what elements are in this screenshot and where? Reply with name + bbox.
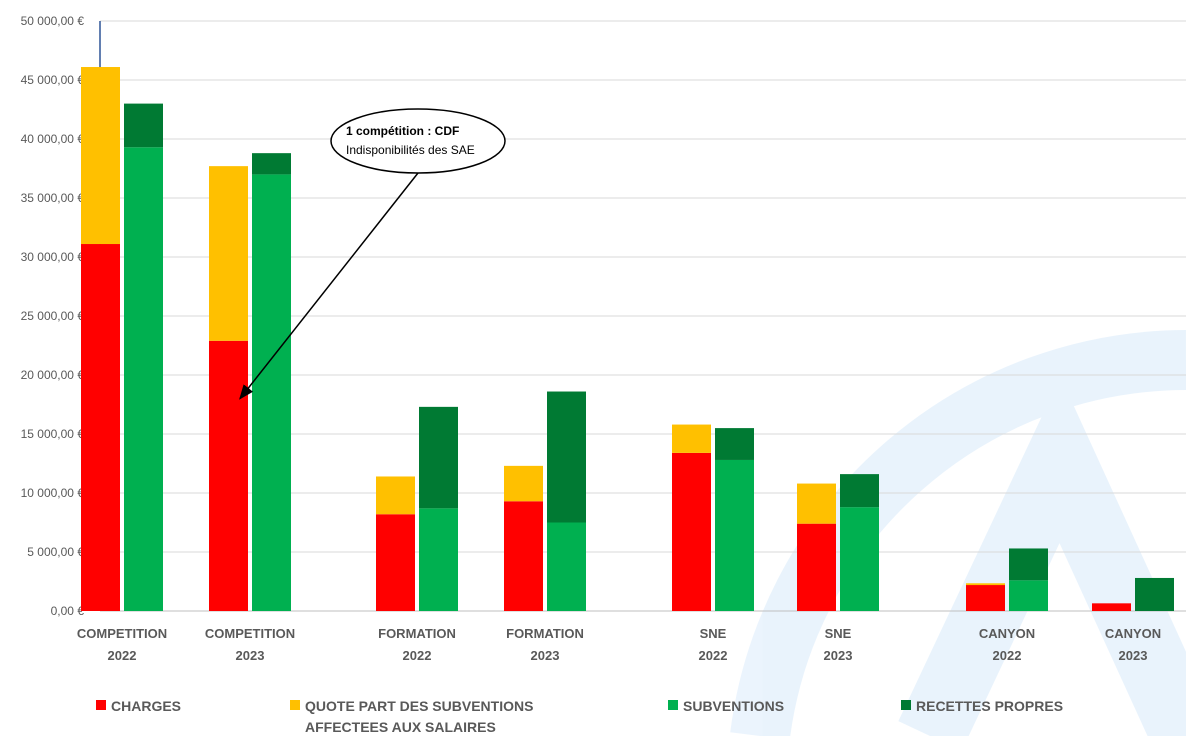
x-category-label: CANYON [979, 626, 1035, 641]
bar-segment-charges-0 [81, 244, 120, 611]
bar-segment-subventions-1 [252, 174, 291, 611]
bar-segment-quote-part-des-subventions-affectees-aux-salaires-0 [81, 67, 120, 244]
y-tick-label: 5 000,00 € [27, 545, 84, 559]
y-tick-label: 25 000,00 € [21, 309, 85, 323]
bar-segment-quote-part-des-subventions-affectees-aux-salaires-4 [672, 425, 711, 453]
legend-label: QUOTE PART DES SUBVENTIONS [305, 698, 533, 714]
bar-segment-quote-part-des-subventions-affectees-aux-salaires-5 [797, 484, 836, 524]
legend-swatch [290, 700, 300, 710]
x-category-label: 2023 [531, 648, 560, 663]
legend-swatch [668, 700, 678, 710]
legend-label: CHARGES [111, 698, 181, 714]
y-tick-label: 40 000,00 € [21, 132, 85, 146]
legend-swatch [96, 700, 106, 710]
bar-segment-recettes-propres-7 [1135, 578, 1174, 611]
x-category-label: COMPETITION [205, 626, 295, 641]
y-tick-label: 45 000,00 € [21, 73, 85, 87]
bar-segment-quote-part-des-subventions-affectees-aux-salaires-1 [209, 166, 248, 341]
bar-segment-recettes-propres-2 [419, 407, 458, 508]
y-tick-label: 20 000,00 € [21, 368, 85, 382]
x-category-label: 2022 [699, 648, 728, 663]
legend-label: AFFECTEES AUX SALAIRES [305, 719, 496, 735]
bar-segment-charges-1 [209, 341, 248, 611]
bar-segment-quote-part-des-subventions-affectees-aux-salaires-6 [966, 583, 1005, 585]
x-category-label: 2022 [108, 648, 137, 663]
legend-swatch [901, 700, 911, 710]
x-category-label: SNE [700, 626, 727, 641]
bar-segment-charges-3 [504, 501, 543, 611]
bar-segment-recettes-propres-4 [715, 428, 754, 460]
bar-segment-subventions-5 [840, 507, 879, 611]
y-tick-label: 15 000,00 € [21, 427, 85, 441]
bar-segment-subventions-3 [547, 523, 586, 612]
callout-bubble [331, 109, 505, 173]
x-category-label: 2022 [403, 648, 432, 663]
callout-text: Indisponibilités des SAE [346, 143, 475, 157]
bar-segment-subventions-0 [124, 147, 163, 611]
x-category-label: 2023 [824, 648, 853, 663]
y-tick-label: 50 000,00 € [21, 14, 85, 28]
bar-segment-recettes-propres-6 [1009, 548, 1048, 580]
x-category-label: COMPETITION [77, 626, 167, 641]
bar-segment-charges-7 [1092, 603, 1131, 611]
x-category-label: 2023 [1119, 648, 1148, 663]
bar-segment-recettes-propres-3 [547, 392, 586, 523]
y-tick-label: 10 000,00 € [21, 486, 85, 500]
bar-segment-recettes-propres-0 [124, 104, 163, 148]
bar-segment-subventions-2 [419, 508, 458, 611]
bar-segment-recettes-propres-5 [840, 474, 879, 507]
x-category-label: FORMATION [378, 626, 456, 641]
y-tick-label: 30 000,00 € [21, 250, 85, 264]
bar-segment-subventions-4 [715, 460, 754, 611]
bar-segment-charges-2 [376, 514, 415, 611]
x-category-label: SNE [825, 626, 852, 641]
bar-segment-quote-part-des-subventions-affectees-aux-salaires-2 [376, 476, 415, 514]
bar-segment-quote-part-des-subventions-affectees-aux-salaires-3 [504, 466, 543, 501]
x-category-label: CANYON [1105, 626, 1161, 641]
callout-title: 1 compétition : CDF [346, 124, 459, 138]
y-tick-label: 35 000,00 € [21, 191, 85, 205]
x-category-label: 2022 [993, 648, 1022, 663]
bar-segment-charges-4 [672, 453, 711, 611]
legend-label: SUBVENTIONS [683, 698, 784, 714]
y-tick-label: 0,00 € [51, 604, 85, 618]
bar-segment-recettes-propres-1 [252, 153, 291, 174]
bar-segment-subventions-6 [1009, 580, 1048, 611]
bar-segment-charges-5 [797, 524, 836, 611]
y-axis-tick-labels: 0,00 € 5 000,00 € 10 000,00 € 15 000,00 € 20… [21, 14, 85, 618]
x-category-label: FORMATION [506, 626, 584, 641]
bar-segment-charges-6 [966, 585, 1005, 611]
x-category-label: 2023 [236, 648, 265, 663]
legend-label: RECETTES PROPRES [916, 698, 1063, 714]
